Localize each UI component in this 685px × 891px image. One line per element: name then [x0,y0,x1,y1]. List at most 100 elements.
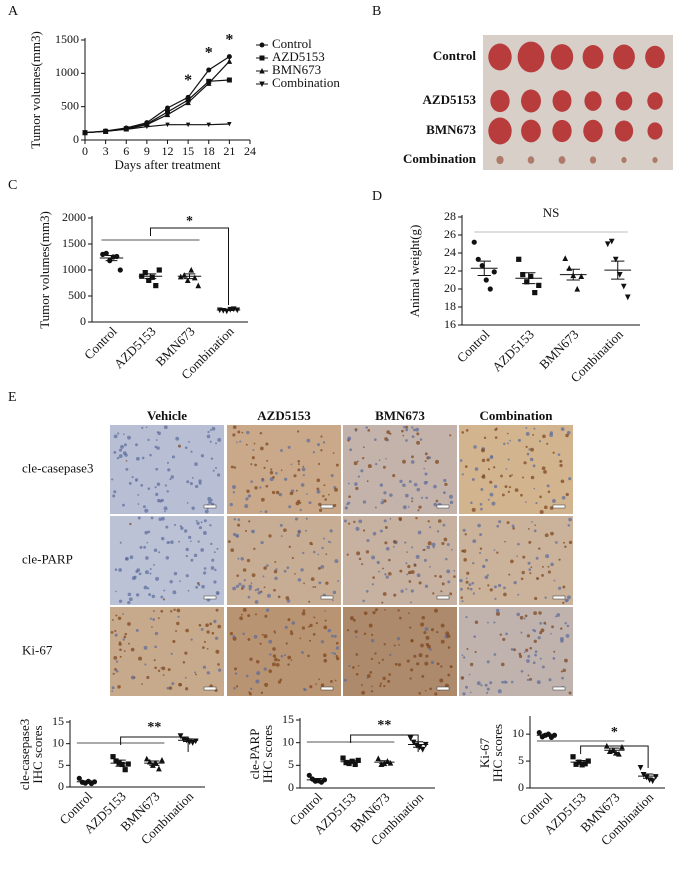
point [407,735,414,742]
cell [469,587,473,591]
legend-label: Combination [272,75,340,90]
cell [185,547,189,552]
cell [392,545,395,548]
cell [559,637,564,641]
cell [116,456,120,460]
cell [566,624,570,628]
cell [241,587,244,590]
cell [301,611,306,616]
cell [263,566,267,570]
cell [118,454,123,458]
cell [385,575,389,579]
scale-bar [552,686,566,691]
cell [323,484,326,487]
cell [504,485,508,489]
cell [115,660,119,663]
cell [451,548,453,551]
cell [130,647,135,652]
cell [166,686,170,690]
cell [365,590,369,593]
cell [486,691,489,694]
cell [170,540,174,544]
cell [163,589,166,592]
cell [305,529,307,532]
point [640,771,647,778]
cell [353,520,356,524]
cell [478,587,481,590]
cell [386,430,391,435]
cell [187,589,190,592]
cell [553,579,556,582]
cell [235,685,239,688]
cell [371,555,376,560]
tumor [613,44,635,70]
point [475,256,481,262]
cell [232,586,237,591]
point [524,279,530,285]
cell [153,548,158,552]
cell [449,500,454,505]
cell [423,631,427,635]
y-tick-label: 1000 [55,65,79,79]
cell [348,495,351,499]
cell [423,548,426,552]
point [536,729,542,736]
cell [311,543,313,546]
cell [328,493,330,496]
cell [374,608,378,612]
cell [546,484,550,488]
significance-bracket [350,734,419,752]
point [566,265,573,271]
scale-bar [203,595,217,600]
cell [318,508,323,512]
cell [111,686,115,690]
cell [346,553,349,556]
cell [465,615,468,619]
cell [141,683,143,685]
x-tick-label: 18 [203,144,215,158]
cell [450,665,453,668]
cell [230,548,235,553]
cell [232,425,237,429]
cell [300,568,304,572]
cell [568,477,572,481]
legend-label: AZD5153 [272,49,325,64]
cell [144,663,147,666]
cell [115,669,119,673]
cell [209,524,212,527]
cell [119,655,122,658]
cell [119,648,122,652]
cell [156,482,161,486]
point [637,764,644,771]
cell [406,573,409,576]
cell [133,575,137,579]
cell [378,459,381,461]
cell [268,669,273,673]
cell [247,595,251,599]
cell [297,468,301,472]
cell [369,670,373,674]
cell [261,633,264,636]
cell [439,678,444,683]
cell [378,570,380,573]
cell [392,474,396,478]
cell [269,653,272,656]
point [616,272,623,278]
cell [245,674,249,678]
point [226,54,232,60]
cell [333,634,337,638]
cell [493,484,498,489]
cell [321,546,324,550]
point [612,256,619,263]
cell [413,654,417,658]
cell [229,631,234,636]
cell [312,451,315,454]
cell [469,691,472,694]
cell [233,518,237,521]
legend-marker [259,68,265,74]
cell [124,453,128,457]
cell [123,635,127,639]
cell [416,487,421,492]
cell [365,550,370,554]
cell [176,608,181,613]
